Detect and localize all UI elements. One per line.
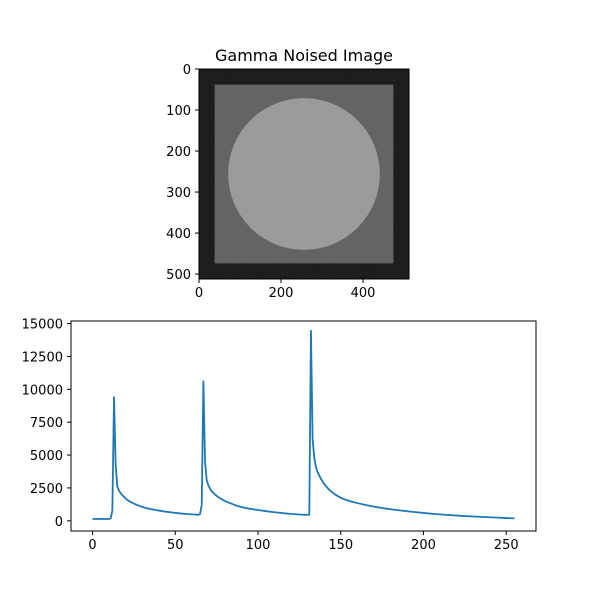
- histogram-y-tick-label: 0: [55, 515, 63, 530]
- histogram-x-tick-label: 250: [494, 538, 519, 553]
- image-x-tick-label: 400: [351, 286, 376, 301]
- image-axes: 0 200 400 0 100 200 300 400 500: [166, 63, 375, 301]
- image-x-tick-label: 0: [195, 286, 203, 301]
- histogram-y-tick-label: 10000: [22, 383, 63, 398]
- image-y-tick-label: 300: [166, 186, 191, 201]
- image-x-tick-label: 200: [269, 286, 294, 301]
- image-plot-area: [198, 68, 410, 280]
- histogram-line: [92, 329, 515, 520]
- histogram-axes: 0 50 100 150 200 2500250050007500100001250015…: [22, 318, 519, 553]
- image-y-tick-label: 200: [166, 145, 191, 160]
- histogram-x-tick-label: 100: [246, 538, 271, 553]
- image-title: Gamma Noised Image: [215, 46, 393, 65]
- histogram-x-tick-label: 0: [88, 538, 96, 553]
- histogram-x-tick-label: 50: [167, 538, 184, 553]
- histogram-x-tick-label: 200: [411, 538, 436, 553]
- histogram-y-tick-label: 7500: [30, 416, 63, 431]
- image-y-tick-label: 100: [166, 104, 191, 119]
- histogram-y-tick-label: 2500: [30, 482, 63, 497]
- image-frame: [198, 68, 410, 280]
- histogram-y-tick-label: 12500: [22, 350, 63, 365]
- histogram-y-tick-label: 15000: [22, 318, 63, 333]
- histogram-x-tick-label: 150: [328, 538, 353, 553]
- image-y-tick-label: 400: [166, 227, 191, 242]
- image-circle: [228, 98, 380, 250]
- histogram-subplot: 0 50 100 150 200 2500250050007500100001250015…: [22, 318, 537, 553]
- image-y-tick-label: 500: [166, 268, 191, 283]
- image-y-tick-label: 0: [183, 63, 191, 78]
- histogram-frame: [70, 320, 537, 532]
- image-subplot: Gamma Noised Image 0 200 400 0 100 200 300 400 5…: [166, 46, 410, 301]
- histogram-y-tick-label: 5000: [30, 449, 63, 464]
